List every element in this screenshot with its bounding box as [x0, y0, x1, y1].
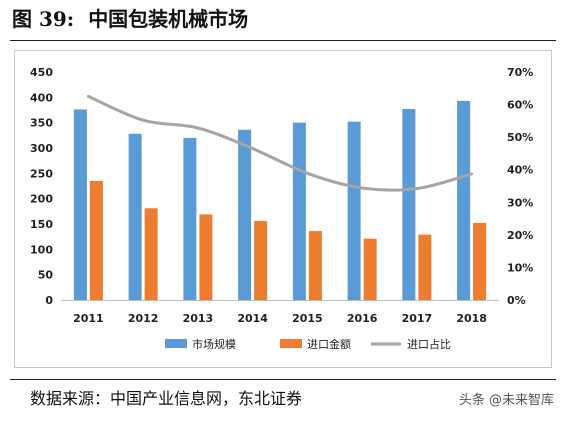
watermark: 头条 @未来智库 — [458, 393, 554, 408]
y-left-tick-label: 50 — [38, 269, 54, 282]
line-import-share — [86, 94, 474, 192]
bar-market-size — [402, 108, 416, 300]
bar-import-amount — [308, 231, 322, 300]
legend-market-size-label: 市场规模 — [192, 337, 236, 351]
x-tick-label: 2017 — [402, 312, 433, 325]
y-right-tick-label: 40% — [507, 164, 533, 177]
top-rule — [10, 40, 556, 41]
bar-import-amount — [363, 238, 377, 300]
bar-import-amount — [473, 222, 487, 300]
bar-import-amount — [199, 214, 213, 300]
chart-frame: 0 50 100 150 200 250 300 350 400 450 0% 10% 20% 30% 40… — [14, 50, 552, 368]
bar-market-size — [238, 129, 252, 300]
y-right-tick-label: 50% — [507, 131, 533, 144]
y-right-tick-label: 0% — [507, 294, 526, 307]
y-right-tick-label: 70% — [507, 66, 533, 79]
y-left-tick-label: 100 — [30, 243, 53, 256]
bar-import-amount — [89, 180, 103, 300]
legend-import-share-label: 进口占比 — [407, 337, 451, 351]
bar-market-size — [73, 109, 87, 300]
x-tick-label: 2018 — [456, 312, 487, 325]
chart: 0 50 100 150 200 250 300 350 400 450 0% 10% 20% 30% 40… — [30, 66, 533, 351]
bar-import-amount — [144, 208, 158, 300]
x-tick-label: 2012 — [128, 312, 159, 325]
bar-market-size — [457, 100, 471, 300]
y-left-tick-label: 0 — [45, 294, 53, 307]
legend-import-amount-swatch — [280, 339, 302, 348]
source-note: 数据来源：中国产业信息网，东北证券 — [30, 389, 303, 408]
bar-market-size — [128, 133, 142, 300]
bar-market-size — [292, 122, 306, 301]
y-right-tick-label: 10% — [507, 261, 533, 274]
y-left-tick-label: 200 — [30, 193, 53, 206]
figure-title: 图 39: 中国包装机械市场 — [12, 2, 248, 36]
y-right-tick-label: 20% — [507, 229, 533, 242]
legend-market-size-swatch — [165, 339, 187, 348]
y-left-tick-label: 300 — [30, 142, 53, 155]
bar-market-size — [183, 137, 197, 300]
x-tick-label: 2011 — [73, 312, 104, 325]
y-right-tick-label: 60% — [507, 99, 533, 112]
y-left-tick-label: 150 — [30, 218, 53, 231]
y-left-tick-label: 250 — [30, 167, 53, 180]
y-left-tick-label: 450 — [30, 66, 53, 79]
y-left-tick-label: 400 — [30, 91, 53, 104]
x-tick-label: 2014 — [237, 312, 268, 325]
figure-number: 图 39: — [12, 7, 75, 31]
x-tick-label: 2015 — [292, 312, 323, 325]
x-tick-label: 2016 — [347, 312, 378, 325]
bar-market-size — [347, 121, 361, 300]
y-left-tick-label: 350 — [30, 117, 53, 130]
bar-import-amount — [418, 234, 432, 300]
x-tick-label: 2013 — [183, 312, 214, 325]
y-right-tick-label: 30% — [507, 196, 533, 209]
legend-import-amount-label: 进口金额 — [307, 337, 351, 351]
bottom-rule — [10, 379, 556, 380]
bar-import-amount — [254, 220, 268, 300]
figure-title-text: 中国包装机械市场 — [88, 7, 249, 31]
